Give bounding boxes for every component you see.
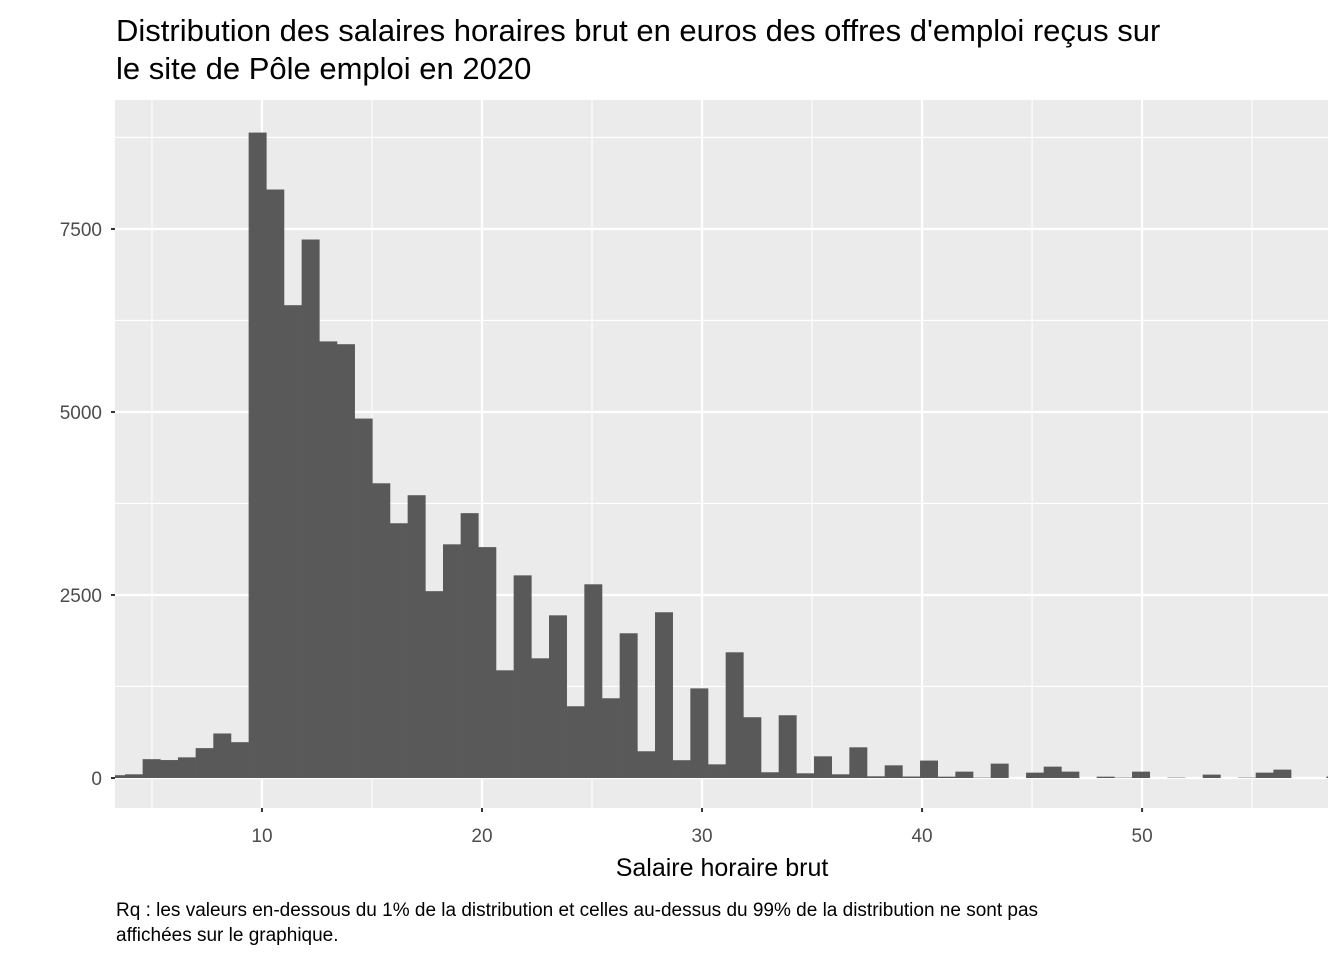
- histogram-bar: [177, 757, 196, 778]
- histogram-bar: [584, 584, 603, 778]
- x-axis-title: Salaire horaire brut: [616, 854, 829, 882]
- histogram-bar: [672, 760, 691, 778]
- axes: 0 2500 5000 7500 10 20 30 40 50: [60, 220, 1153, 847]
- histogram-bar: [743, 717, 762, 778]
- histogram-bar: [867, 776, 885, 778]
- y-tick-label: 2500: [60, 586, 102, 607]
- histogram-bar: [655, 612, 673, 778]
- histogram-bar: [920, 760, 938, 778]
- caption-line-2: affichées sur le graphique.: [116, 925, 339, 946]
- histogram-bar: [1026, 772, 1045, 778]
- histogram-bar: [690, 688, 709, 778]
- histogram-bar: [389, 523, 408, 778]
- histogram-bar: [778, 715, 797, 778]
- histogram-bar: [796, 773, 815, 778]
- histogram-bar: [637, 751, 656, 778]
- histogram-bar: [1061, 771, 1080, 778]
- histogram-bar: [266, 189, 285, 778]
- x-tick-label: 30: [691, 826, 712, 847]
- histogram-bar: [248, 132, 267, 778]
- histogram-bar: [195, 748, 214, 778]
- y-tick-label: 7500: [60, 220, 102, 241]
- histogram-bar: [142, 759, 161, 778]
- histogram-bar: [1132, 771, 1151, 778]
- histogram-bar: [160, 760, 179, 778]
- histogram-bar: [902, 776, 921, 778]
- histogram-bar: [1043, 766, 1062, 778]
- histogram-bar: [566, 706, 585, 778]
- histogram-bar: [955, 771, 974, 778]
- histogram-bar: [761, 772, 779, 778]
- histogram-bar: [884, 765, 903, 778]
- histogram-bar: [354, 418, 373, 778]
- histogram-bar: [937, 776, 956, 778]
- histogram-bar: [1326, 776, 1328, 778]
- histogram-bar: [319, 341, 338, 778]
- histogram-bar: [549, 615, 567, 778]
- histogram-bar: [372, 483, 391, 778]
- histogram-bar: [513, 575, 532, 778]
- histogram-bar: [301, 239, 320, 778]
- histogram-bar: [213, 733, 232, 778]
- histogram-bar: [725, 652, 744, 778]
- histogram-bar: [531, 658, 550, 778]
- x-tick-label: 20: [471, 826, 492, 847]
- histogram-bar: [990, 763, 1009, 778]
- histogram-bar: [602, 698, 620, 778]
- y-tick-label: 5000: [60, 403, 102, 424]
- histogram-bars: [115, 132, 1328, 778]
- histogram-bar: [1096, 776, 1115, 778]
- histogram-bar: [849, 747, 868, 778]
- histogram-bar: [1255, 772, 1274, 778]
- x-tick-label: 50: [1132, 826, 1153, 847]
- histogram-bar: [831, 774, 850, 778]
- histogram-bar: [460, 513, 479, 778]
- x-tick-label: 40: [911, 826, 932, 847]
- histogram-bar: [407, 495, 426, 778]
- y-tick-label: 0: [91, 769, 102, 790]
- caption-line-1: Rq : les valeurs en-dessous du 1% de la …: [116, 900, 1038, 921]
- histogram-bar: [1202, 774, 1221, 778]
- histogram-bar: [283, 305, 302, 778]
- histogram-bar: [1273, 769, 1292, 778]
- chart-title-line-2: le site de Pôle emploi en 2020: [116, 51, 531, 86]
- histogram-bar: [478, 547, 497, 778]
- bars-group: [115, 132, 1328, 778]
- histogram-bar: [425, 591, 444, 778]
- histogram-bar: [336, 344, 355, 778]
- histogram-bar: [115, 775, 126, 778]
- x-tick-label: 10: [251, 826, 272, 847]
- chart-title-line-1: Distribution des salaires horaires brut …: [116, 13, 1160, 48]
- histogram-bar: [619, 633, 638, 778]
- histogram-bar: [230, 742, 249, 778]
- histogram-bar: [708, 764, 726, 778]
- histogram-bar: [814, 756, 832, 778]
- histogram-bar: [124, 774, 143, 778]
- histogram-bar: [442, 544, 461, 778]
- histogram-bar: [495, 670, 514, 778]
